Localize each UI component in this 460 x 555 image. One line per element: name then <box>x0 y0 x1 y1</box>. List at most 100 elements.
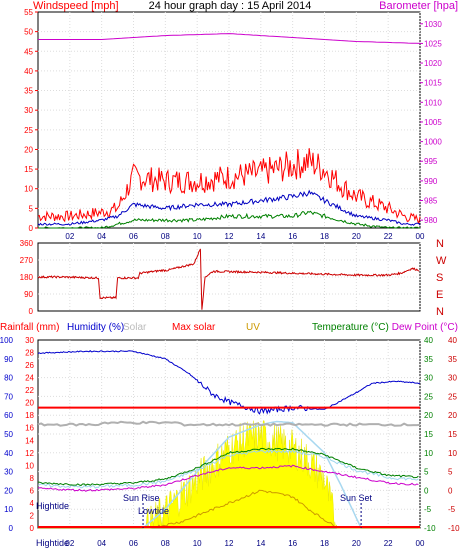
direction-tick-label: 270 <box>20 256 34 265</box>
weather-x-tick-label: 14 <box>256 539 265 548</box>
solar-tick-label: 26 <box>25 361 34 370</box>
temperature-line <box>37 447 419 487</box>
temperature-tick-label: 40 <box>424 336 433 345</box>
barometer-tick-label: 980 <box>424 216 438 225</box>
dewpoint-tick-label: 35 <box>448 355 457 364</box>
solar-axis-title: Solar <box>123 322 147 333</box>
wind-tick-label: 30 <box>24 106 33 115</box>
direction-series <box>37 248 420 310</box>
solar-tick-label: 0 <box>30 524 35 533</box>
humidity-tick-label: 0 <box>9 524 14 533</box>
wind-tick-label: 0 <box>29 224 34 233</box>
wind-x-tick-label: 02 <box>65 232 74 241</box>
humidity-tick-label: 40 <box>4 449 13 458</box>
wind-tick-label: 35 <box>24 87 33 96</box>
direction-tick-label: 90 <box>24 290 33 299</box>
temperature-ticks-left: 40 35 30 25 20 15 10 5 0 -5 -10 <box>424 336 436 533</box>
wind-axis-title: Windspeed [mph] <box>33 0 119 12</box>
weather-series <box>37 350 421 529</box>
weather-x-tick-label: 10 <box>193 539 202 548</box>
temperature-tick-label: 5 <box>424 468 429 477</box>
wind-x-tick-label: 18 <box>320 232 329 241</box>
barometer-tick-label: 1020 <box>424 59 442 68</box>
temperature-tick-label: 30 <box>424 374 433 383</box>
temperature-tick-label: 10 <box>424 449 433 458</box>
solar-tick-label: 28 <box>25 349 34 358</box>
solar-tick-label: 18 <box>25 411 34 420</box>
temperature-tick-label: 20 <box>424 411 433 420</box>
humidity-line <box>37 350 421 415</box>
solar-tick-label: 30 <box>25 336 34 345</box>
barometer-tick-label: 1005 <box>424 118 442 127</box>
wind-tick-label: 45 <box>24 47 33 56</box>
solar-tick-label: 16 <box>25 424 34 433</box>
weather-x-tick-label: 18 <box>320 539 329 548</box>
barometer-axis-title: Barometer [hpa] <box>379 0 458 12</box>
direction-tick-label: 0 <box>29 307 34 316</box>
hightide-bottom-label: Hightide <box>36 538 69 548</box>
solar-tick-label: 14 <box>25 436 34 445</box>
weather-x-tick-label: 02 <box>65 539 74 548</box>
dewpoint-tick-label: 40 <box>448 336 457 345</box>
wind-x-tick-label: 00 <box>416 232 425 241</box>
compass-letter: W <box>436 255 447 267</box>
wind-tick-label: 50 <box>24 28 33 37</box>
humidity-tick-label: 90 <box>4 355 13 364</box>
wind-tick-label: 5 <box>29 204 34 213</box>
dewpoint-axis-title: Dew Point (°C) <box>392 322 458 333</box>
temperature-tick-label: 25 <box>424 392 433 401</box>
temperature-tick-label: 15 <box>424 430 433 439</box>
graph-title: 24 hour graph day : 15 April 2014 <box>149 0 312 12</box>
barometer-right-ticks: 1030 1025 1020 1015 1010 1005 1000 995 990 985 980 <box>420 20 442 225</box>
compass-letter: N <box>436 238 444 250</box>
wind-x-tick-label: 06 <box>129 232 138 241</box>
dewpoint-tick-label: 5 <box>448 468 453 477</box>
weather-x-tick-label: 08 <box>161 539 170 548</box>
wind-grid <box>38 12 421 228</box>
temperature-tick-label: -10 <box>424 524 436 533</box>
humidity-tick-label: 70 <box>4 392 13 401</box>
humidity-tick-label: 10 <box>4 505 13 514</box>
gust-line <box>37 148 421 224</box>
compass-letter: E <box>436 289 443 301</box>
wind-x-tick-label: 22 <box>384 232 393 241</box>
solar-tick-label: 6 <box>30 486 35 495</box>
wind-x-tick-label: 20 <box>352 232 361 241</box>
dewpoint-tick-label: 10 <box>448 449 457 458</box>
wind-x-ticks: 02 04 06 08 10 12 14 16 18 20 22 00 <box>65 232 425 241</box>
dewpoint-tick-label: 20 <box>448 411 457 420</box>
humidity-tick-label: 80 <box>4 374 13 383</box>
wind-x-tick-label: 08 <box>161 232 170 241</box>
dewpoint-tick-label: 0 <box>448 486 453 495</box>
lowtide-label: Lowtide <box>138 506 169 516</box>
barometer-line <box>38 33 421 44</box>
barometer-tick-label: 1000 <box>424 138 442 147</box>
solar-tick-label: 4 <box>30 499 35 508</box>
barometer-tick-label: 1015 <box>424 79 442 88</box>
barometer-tick-label: 1025 <box>424 39 442 48</box>
dewpoint-line <box>37 464 419 492</box>
humidity-tick-label: 60 <box>4 411 13 420</box>
dewpoint-tick-label: 15 <box>448 430 457 439</box>
dewpoint-tick-label: -5 <box>448 505 456 514</box>
solar-tick-label: 12 <box>25 449 34 458</box>
wind-tick-label: 15 <box>24 165 33 174</box>
wind-x-tick-label: 12 <box>225 232 234 241</box>
wind-tick-label: 10 <box>24 185 33 194</box>
humidity-tick-label: 100 <box>0 336 14 345</box>
barometer-tick-label: 985 <box>424 197 438 206</box>
sunset-label: Sun Set <box>340 493 373 503</box>
sunrise-label: Sun Rise <box>123 493 160 503</box>
direction-tick-label: 360 <box>20 239 34 248</box>
direction-grid <box>38 243 421 311</box>
weather-x-tick-label: 12 <box>225 539 234 548</box>
compass-letter: N <box>436 306 444 318</box>
solar-tick-label: 8 <box>30 474 35 483</box>
weather-x-tick-label: 20 <box>352 539 361 548</box>
wind-series <box>37 33 421 229</box>
